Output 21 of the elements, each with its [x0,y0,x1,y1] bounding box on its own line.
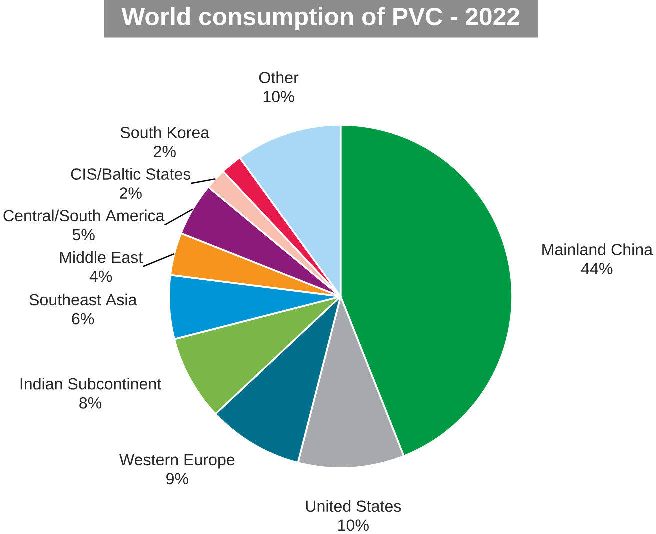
data-label: 10% [264,91,294,102]
data-label: 8% [80,397,102,409]
slice-label: South Korea [120,126,210,138]
slice-label: CIS/Baltic States [71,168,191,180]
slice-label: Other [259,72,299,84]
data-label: 2% [154,146,176,158]
slice-label: Southeast Asia [30,294,138,306]
slice-label: Central/South America [4,210,165,222]
data-label: 4% [90,270,112,282]
data-label: 6% [72,313,94,325]
slice-label: United States [306,500,402,512]
data-label: 9% [166,473,188,485]
slice-label: Indian Subcontinent [20,378,162,390]
data-label: 10% [338,520,369,532]
chart-title: World consumption of PVC - 2022 [122,7,520,30]
slice-label: Mainland China [542,244,654,256]
data-label: 2% [120,188,142,199]
data-label: 44% [581,263,613,274]
slice-label: Western Europe [120,454,235,469]
data-label: 5% [72,229,95,241]
slice-label: Middle East [60,251,143,264]
